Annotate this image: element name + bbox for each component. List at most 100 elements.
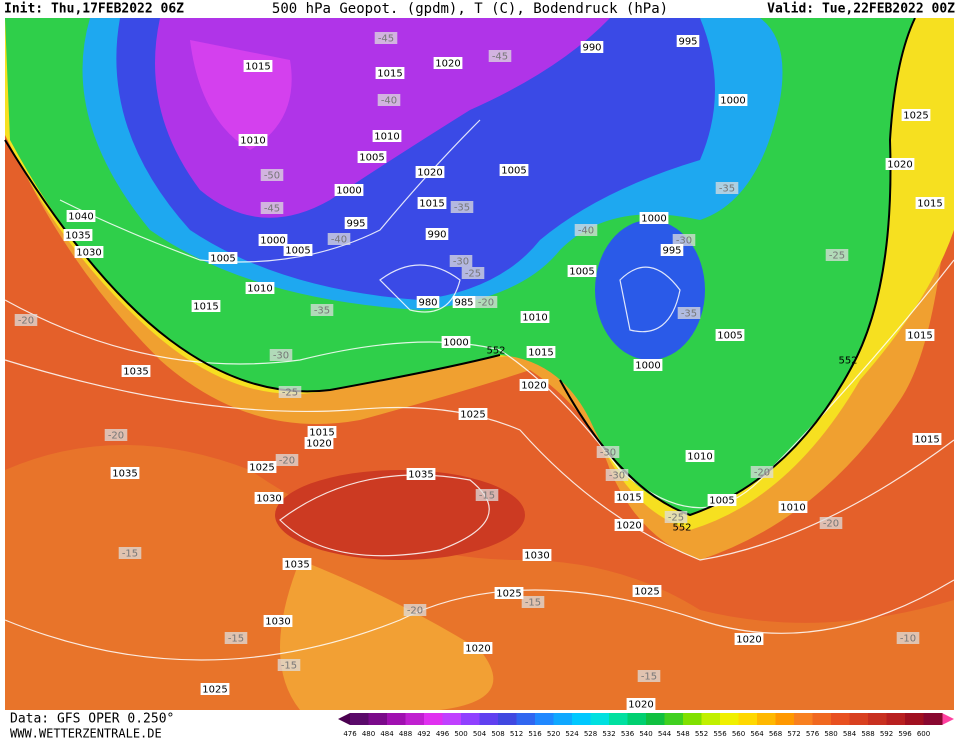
pressure-label: 1010 <box>687 452 712 463</box>
geopotential-label: 552 <box>838 356 857 367</box>
temperature-label: -35 <box>454 203 470 214</box>
pressure-label-box <box>121 365 151 377</box>
pressure-label: 1035 <box>65 231 90 242</box>
temperature-label-box <box>310 304 334 316</box>
temperature-label: -20 <box>823 519 839 530</box>
temperature-label-box <box>377 94 401 106</box>
temperature-label: -20 <box>407 606 423 617</box>
pressure-label: 1000 <box>336 186 361 197</box>
pressure-label-box <box>639 212 669 224</box>
colorbar-label: 572 <box>787 730 800 738</box>
pressure-label-box <box>433 57 463 69</box>
colorbar-swatch <box>350 713 369 725</box>
temperature-label-box <box>224 632 248 644</box>
temperature-label: -15 <box>281 661 297 672</box>
pressure-label: 1030 <box>256 494 281 505</box>
pressure-label: 1025 <box>249 463 274 474</box>
colorbar-label: 548 <box>676 730 689 738</box>
map-region-light-orange <box>280 560 494 710</box>
temperature-label: -20 <box>108 431 124 442</box>
pressure-label-box <box>282 558 312 570</box>
pressure-label: 1030 <box>76 248 101 259</box>
colorbar-label: 508 <box>491 730 504 738</box>
pressure-label: 1030 <box>265 617 290 628</box>
pressure-label-box <box>357 151 387 163</box>
colorbar-label: 564 <box>750 730 764 738</box>
temperature-label-box <box>521 596 545 608</box>
pressure-label-box <box>63 229 93 241</box>
colorbar-swatch <box>553 713 573 725</box>
pressure-label: 1015 <box>245 62 270 73</box>
temperature-label-box <box>327 233 351 245</box>
pressure-label-box <box>307 426 337 438</box>
pressure-label-box <box>416 296 440 308</box>
pressure-label: 1015 <box>419 199 444 210</box>
temperature-label: -15 <box>122 549 138 560</box>
temperature-label: -15 <box>228 634 244 645</box>
pressure-label: 995 <box>662 246 681 257</box>
temperature-label: -35 <box>314 306 330 317</box>
colorbar-swatch <box>405 713 425 725</box>
pressure-label-box <box>685 450 715 462</box>
pressure-label: 990 <box>427 230 446 241</box>
colorbar-label: 540 <box>639 730 652 738</box>
colorbar-label: 596 <box>898 730 912 738</box>
colorbar-swatch <box>498 713 517 725</box>
pressure-label: 1035 <box>112 469 137 480</box>
temperature-label-box <box>14 314 38 326</box>
colorbar-swatch <box>757 713 776 725</box>
pressure-label: 1020 <box>521 381 546 392</box>
colorbar-swatch <box>461 713 480 725</box>
pressure-label-box <box>208 252 238 264</box>
temperature-label-box <box>637 670 661 682</box>
temperature-label-box <box>260 169 284 181</box>
pressure-label: 995 <box>678 37 697 48</box>
pressure-label-box <box>110 467 140 479</box>
colorbar-swatch <box>886 713 906 725</box>
colorbar-label: 592 <box>880 730 893 738</box>
temperature-label: -15 <box>479 491 495 502</box>
temperature-label-box <box>461 267 485 279</box>
pressure-label: 1010 <box>247 284 272 295</box>
pressure-label-box <box>417 197 447 209</box>
temperature-label: -40 <box>331 235 347 246</box>
pressure-label: 985 <box>454 298 473 309</box>
pressure-label-box <box>715 329 745 341</box>
temperature-label-box <box>475 489 499 501</box>
pressure-label-box <box>520 311 550 323</box>
pressure-label-box <box>494 587 524 599</box>
pressure-label: 995 <box>346 219 365 230</box>
colorbar-swatch <box>368 713 388 725</box>
pressure-label-box <box>372 130 402 142</box>
pressure-label: 1005 <box>210 254 235 265</box>
geopotential-label: 552 <box>486 346 505 357</box>
pressure-label: 1015 <box>193 302 218 313</box>
colorbar-label: 568 <box>769 730 782 738</box>
header-bar <box>0 0 959 18</box>
pressure-label: 1005 <box>569 267 594 278</box>
pressure-label-box <box>778 501 808 513</box>
temperature-label: -30 <box>453 257 469 268</box>
pressure-label: 1025 <box>460 410 485 421</box>
temperature-label-box <box>449 255 473 267</box>
temperature-label-box <box>269 349 293 361</box>
colorbar-label: 600 <box>917 730 930 738</box>
temperature-label: -35 <box>719 184 735 195</box>
pressure-label-box <box>522 549 552 561</box>
pressure-label-box <box>499 164 529 176</box>
temperature-label-box <box>715 182 739 194</box>
pressure-label: 990 <box>582 43 601 54</box>
temperature-label: -40 <box>578 226 594 237</box>
colorbar-swatch <box>701 713 721 725</box>
temperature-label: -25 <box>829 251 845 262</box>
colorbar-swatch <box>794 713 813 725</box>
colorbar-label: 520 <box>547 730 560 738</box>
pressure-label-box <box>626 698 656 710</box>
temperature-label-box <box>277 659 301 671</box>
temperature-label: -45 <box>378 34 394 45</box>
colorbar-swatch <box>849 713 869 725</box>
pressure-label: 1000 <box>720 96 745 107</box>
colorbar-swatch <box>646 713 665 725</box>
pressure-label-box <box>191 300 221 312</box>
